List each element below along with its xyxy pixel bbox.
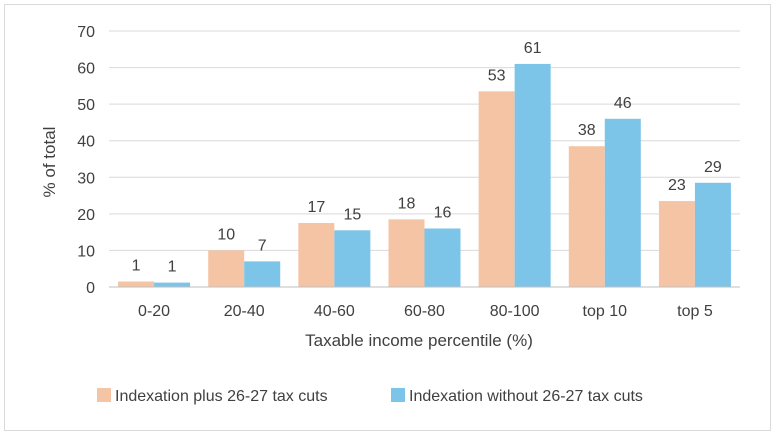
data-label: 38 bbox=[578, 122, 596, 139]
data-label: 1 bbox=[132, 258, 141, 275]
bar-with-tax-cuts bbox=[478, 91, 515, 287]
y-tick-label: 30 bbox=[77, 170, 95, 187]
y-tick-label: 20 bbox=[77, 207, 95, 224]
bar-without-tax-cuts bbox=[244, 261, 281, 287]
data-labels: 1 1 10 7 17 15 18 16 53 61 38 46 23 29 bbox=[132, 40, 722, 276]
data-label: 23 bbox=[668, 177, 686, 194]
x-tick-label: 60-80 bbox=[404, 303, 445, 320]
data-label: 10 bbox=[217, 226, 235, 243]
legend-label: Indexation without 26-27 tax cuts bbox=[409, 388, 643, 405]
data-label: 46 bbox=[614, 95, 632, 112]
chart-frame: 1 1 10 7 17 15 18 16 53 61 38 46 23 29 0 10 20 30 40 50 60 7… bbox=[4, 4, 771, 431]
bar-without-tax-cuts bbox=[604, 118, 641, 288]
x-tick-label: 80-100 bbox=[490, 303, 540, 320]
bar-with-tax-cuts bbox=[388, 219, 425, 287]
x-tick-label: 40-60 bbox=[314, 303, 355, 320]
bar-without-tax-cuts bbox=[694, 182, 731, 287]
bar-with-tax-cuts bbox=[118, 281, 155, 287]
bar-with-tax-cuts bbox=[208, 250, 245, 287]
data-label: 17 bbox=[307, 199, 325, 216]
bar-with-tax-cuts bbox=[658, 201, 695, 287]
data-label: 1 bbox=[168, 259, 177, 276]
y-tick-label: 70 bbox=[77, 24, 95, 41]
legend-swatch bbox=[97, 388, 111, 402]
bar-with-tax-cuts bbox=[298, 223, 335, 287]
x-tick-label: 0-20 bbox=[138, 303, 170, 320]
bar-with-tax-cuts bbox=[568, 146, 605, 287]
y-tick-label: 50 bbox=[77, 97, 95, 114]
bar-chart: 1 1 10 7 17 15 18 16 53 61 38 46 23 29 0 10 20 30 40 50 60 7… bbox=[40, 24, 740, 405]
x-tick-label: 20-40 bbox=[224, 303, 265, 320]
y-tick-label: 60 bbox=[77, 61, 95, 78]
y-axis-title: % of total bbox=[40, 127, 59, 198]
bar-without-tax-cuts bbox=[424, 228, 461, 287]
data-label: 29 bbox=[704, 159, 722, 176]
y-tick-label: 0 bbox=[86, 280, 95, 297]
data-label: 16 bbox=[434, 204, 452, 221]
bar-without-tax-cuts bbox=[334, 230, 371, 287]
legend-swatch bbox=[391, 388, 405, 402]
data-label: 7 bbox=[258, 237, 267, 254]
bars bbox=[118, 63, 731, 288]
x-tick-label: top 10 bbox=[583, 303, 628, 320]
data-label: 53 bbox=[488, 67, 506, 84]
legend: Indexation plus 26-27 tax cuts Indexation… bbox=[97, 388, 643, 405]
legend-label: Indexation plus 26-27 tax cuts bbox=[115, 388, 328, 405]
bar-without-tax-cuts bbox=[514, 63, 551, 287]
y-tick-label: 10 bbox=[77, 243, 95, 260]
axes: 0 10 20 30 40 50 60 70 0-20 20-40 40-60 60-80 80-100… bbox=[77, 24, 740, 320]
y-tick-label: 40 bbox=[77, 134, 95, 151]
x-tick-label: top 5 bbox=[677, 303, 713, 320]
x-axis-title: Taxable income percentile (%) bbox=[305, 331, 533, 350]
bar-without-tax-cuts bbox=[154, 282, 191, 287]
data-label: 18 bbox=[398, 195, 416, 212]
data-label: 15 bbox=[343, 206, 361, 223]
data-label: 61 bbox=[524, 40, 542, 57]
